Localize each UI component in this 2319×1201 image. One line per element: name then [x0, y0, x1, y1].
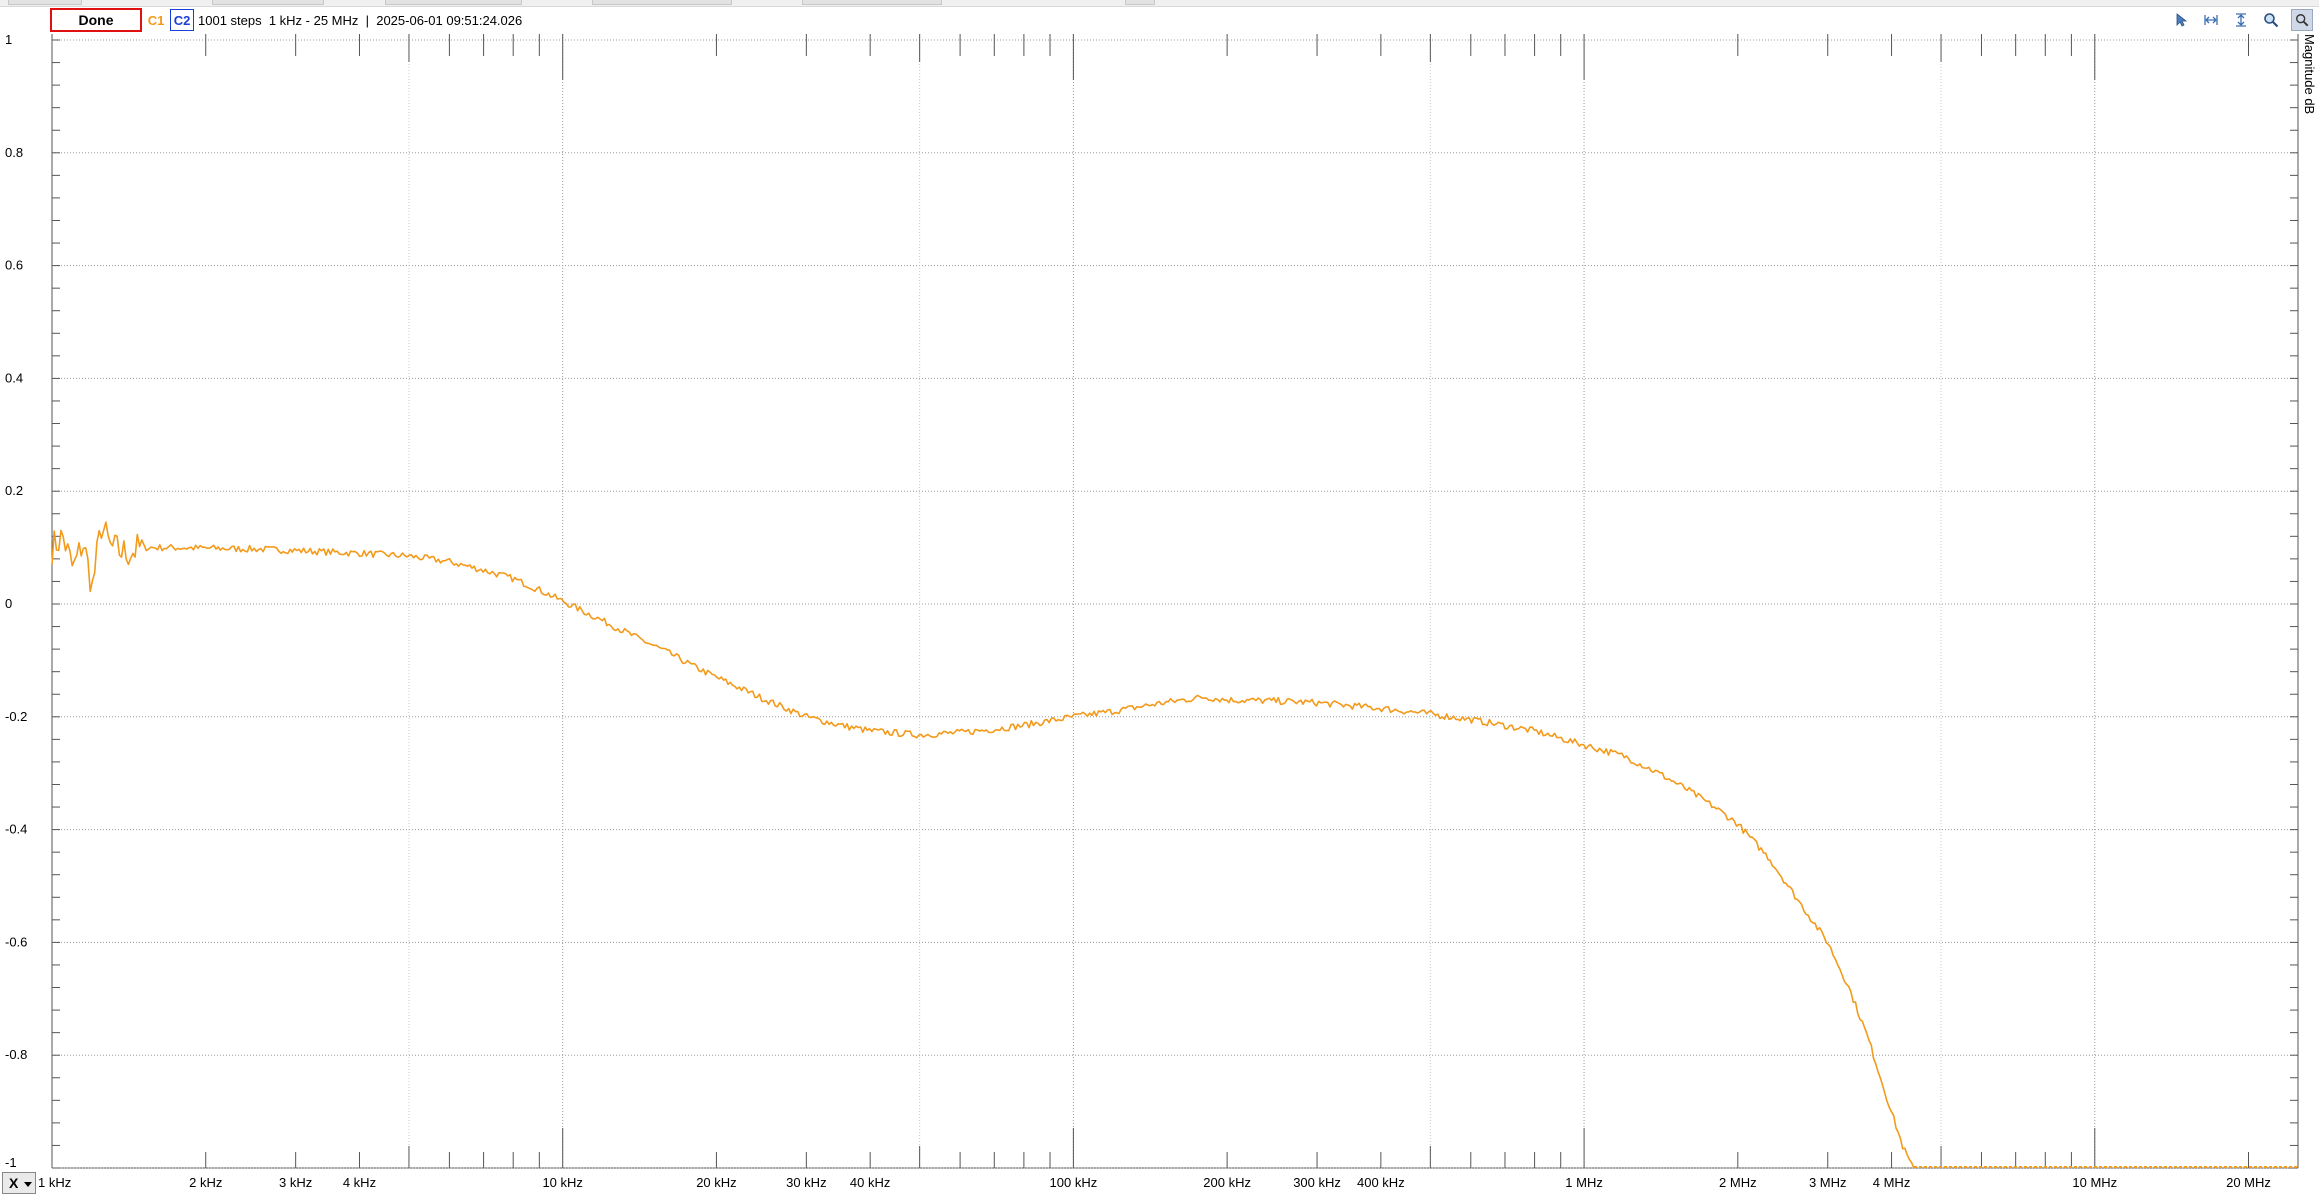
x-tick-label: 4 MHz	[1873, 1175, 1911, 1190]
y-tick-label: 0.4	[5, 370, 23, 385]
x-tick-label: 3 MHz	[1809, 1175, 1847, 1190]
x-tick-label: 4 kHz	[343, 1175, 376, 1190]
x-tick-label: 10 kHz	[542, 1175, 582, 1190]
x-tick-label: 20 kHz	[696, 1175, 736, 1190]
top-strip-segment	[592, 0, 732, 5]
y-tick-label: 0.6	[5, 258, 23, 273]
top-strip-segment	[212, 0, 324, 5]
y-tick-label: -0.6	[5, 934, 27, 949]
top-strip-segment	[802, 0, 942, 5]
sweep-info: 1001 steps 1 kHz - 25 MHz | 2025-06-01 0…	[198, 13, 523, 28]
top-strip-segment	[1125, 0, 1155, 5]
x-tick-label: 200 kHz	[1203, 1175, 1251, 1190]
x-axis-selector-label: X	[9, 1175, 19, 1191]
tick-labels: 1 0.8 0.6 0.4 0.2 0 -0.2 -0.4 -0.6 -0.8 -1 1 kHz 2 k…	[5, 32, 2271, 1190]
x-tick-label: 100 kHz	[1050, 1175, 1098, 1190]
x-tick-label: 300 kHz	[1293, 1175, 1341, 1190]
top-strip-segment	[8, 0, 82, 5]
y-tick-label: -0.2	[5, 709, 27, 724]
x-tick-label: 30 kHz	[786, 1175, 826, 1190]
x-tick-label: 1 MHz	[1565, 1175, 1603, 1190]
chevron-down-icon	[24, 1182, 32, 1187]
status-button[interactable]: Done	[50, 8, 142, 32]
fit-horizontal-icon[interactable]	[2201, 10, 2221, 30]
x-tick-label: 2 kHz	[189, 1175, 222, 1190]
trace-layer	[51, 521, 2298, 1169]
series-line	[51, 521, 1915, 1169]
x-tick-label: 10 MHz	[2072, 1175, 2117, 1190]
y-tick-label: -0.4	[5, 822, 27, 837]
x-tick-label: 40 kHz	[850, 1175, 890, 1190]
top-strip-segment	[385, 0, 522, 5]
fit-vertical-icon[interactable]	[2231, 10, 2251, 30]
grid	[51, 34, 2299, 1169]
y-tick-label: 0.8	[5, 145, 23, 160]
zoom-tool-icon[interactable]	[2291, 9, 2313, 31]
x-axis-selector[interactable]: X	[2, 1172, 36, 1194]
zoom-icon[interactable]	[2261, 10, 2281, 30]
x-tick-label: 20 MHz	[2226, 1175, 2271, 1190]
y-tick-label: -0.8	[5, 1047, 27, 1062]
channel1-button[interactable]: C1	[145, 9, 167, 31]
channel2-button[interactable]: C2	[170, 9, 194, 31]
x-tick-label: 1 kHz	[38, 1175, 71, 1190]
y-tick-label: 1	[5, 32, 12, 47]
tick-marks	[52, 34, 2298, 1169]
y-tick-label: 0	[5, 596, 12, 611]
y-tick-label: -1	[5, 1155, 17, 1170]
tool-icons	[2171, 6, 2319, 34]
x-tick-label: 400 kHz	[1357, 1175, 1405, 1190]
cursor-icon[interactable]	[2171, 10, 2191, 30]
y-axis-label: Magnitude dB	[2302, 34, 2317, 115]
toolbar: Done C1 C2 1001 steps 1 kHz - 25 MHz | 2…	[0, 6, 2319, 34]
top-strip	[0, 0, 2319, 7]
x-tick-label: 2 MHz	[1719, 1175, 1757, 1190]
y-tick-label: 0.2	[5, 483, 23, 498]
x-tick-label: 3 kHz	[279, 1175, 312, 1190]
